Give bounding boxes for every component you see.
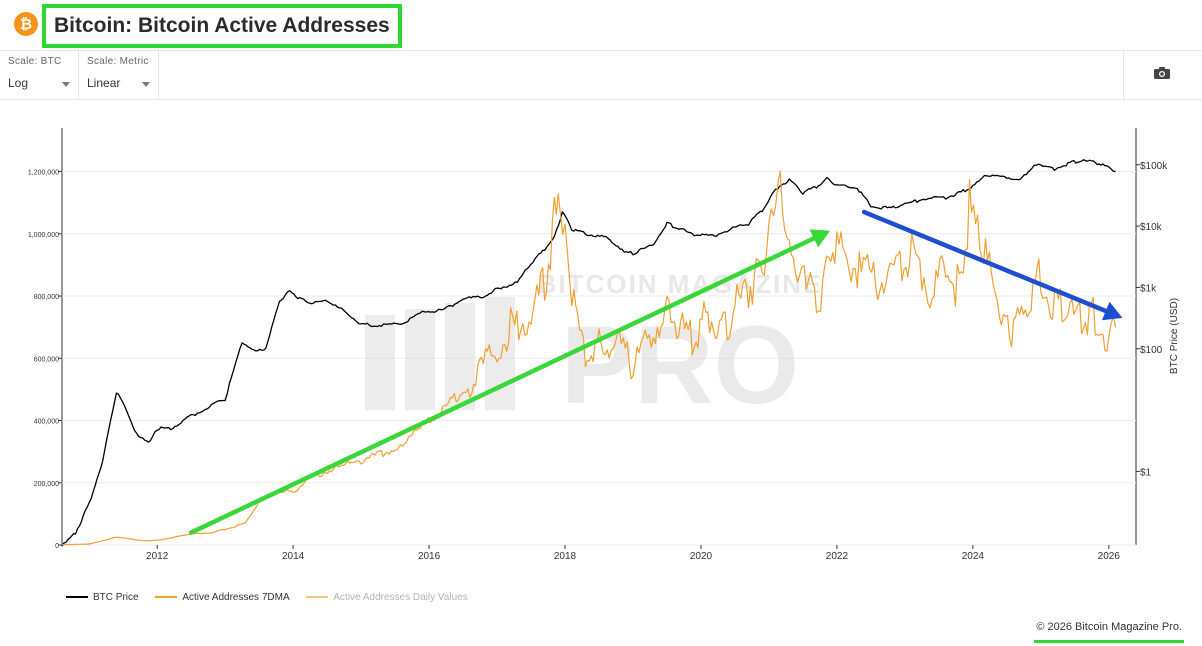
watermark-logo-bar [405, 309, 435, 410]
page-title: Bitcoin: Bitcoin Active Addresses [54, 14, 390, 37]
y-axis-left: 0 200,000 400,000 600,000 800,000 1,000,000 1,… [28, 170, 62, 550]
trend-arrow-head [1101, 301, 1123, 321]
y-tick-label: 400,000 [34, 419, 59, 426]
y-right-tick-label: $1k [1140, 283, 1157, 294]
scale-btc-select[interactable]: Scale: BTC Log [0, 51, 79, 99]
legend: BTC Price Active Addresses 7DMA Active A… [66, 592, 482, 603]
y-right-axis-label: BTC Price (USD) [1169, 298, 1180, 374]
watermark-logo-bar [445, 303, 475, 410]
x-tick-label: 2022 [826, 551, 849, 562]
y-tick-label: 200,000 [34, 481, 59, 488]
trend-arrow-line [188, 236, 817, 535]
x-tick-label: 2016 [418, 551, 441, 562]
x-axis: 2012 2014 2016 2018 2020 2022 2024 2026 [146, 545, 1120, 562]
copyright-highlight-underline [1034, 640, 1184, 643]
legend-item-active-addresses-7dma[interactable]: Active Addresses 7DMA [155, 592, 290, 603]
legend-item-active-addresses-daily[interactable]: Active Addresses Daily Values [306, 592, 468, 603]
scale-metric-select[interactable]: Scale: Metric Linear [79, 51, 159, 99]
legend-label: Active Addresses 7DMA [182, 592, 290, 603]
scale-btc-value[interactable]: Log [8, 76, 29, 90]
legend-label: BTC Price [93, 592, 139, 603]
x-tick-label: 2020 [690, 551, 713, 562]
x-tick-label: 2026 [1098, 551, 1121, 562]
chevron-down-icon[interactable] [62, 82, 70, 87]
legend-swatch [155, 596, 178, 599]
y-tick-label: 0 [55, 543, 59, 550]
watermark-text: BITCOIN MAGAZINE [538, 269, 823, 299]
trend-arrow-line [861, 209, 1108, 314]
y-axis-right: $1 $100 $1k $10k $100k BTC Price (USD) [1136, 161, 1180, 478]
watermark-logo-bar [365, 315, 395, 410]
series-line-btc-price [61, 159, 1116, 547]
series-group [61, 159, 1117, 547]
x-tick-label: 2024 [962, 551, 985, 562]
legend-swatch [66, 596, 88, 599]
annotations [188, 209, 1123, 535]
y-tick-label: 1,200,000 [28, 170, 59, 177]
x-tick-label: 2012 [146, 551, 169, 562]
y-right-tick-label: $100 [1140, 345, 1163, 356]
legend-item-btc-price[interactable]: BTC Price [66, 592, 139, 603]
scale-metric-label: Scale: Metric [87, 56, 149, 67]
chevron-down-icon[interactable] [142, 82, 150, 87]
scale-metric-value[interactable]: Linear [87, 76, 121, 90]
legend-swatch [306, 596, 329, 599]
y-tick-label: 1,000,000 [28, 232, 59, 239]
screenshot-button[interactable] [1123, 51, 1202, 99]
y-tick-label: 600,000 [34, 356, 59, 363]
camera-icon[interactable] [1154, 67, 1170, 79]
legend-label: Active Addresses Daily Values [333, 592, 468, 603]
header: ₿ Bitcoin: Bitcoin Active Addresses [0, 0, 1202, 51]
gridlines [61, 128, 1137, 546]
series-line-active-addresses-7dma [62, 170, 1117, 546]
y-right-tick-label: $10k [1140, 222, 1163, 233]
y-right-tick-label: $1 [1140, 467, 1152, 478]
chart-controls: Scale: BTC Log Scale: Metric Linear [0, 51, 1202, 100]
x-tick-label: 2014 [282, 551, 305, 562]
y-right-tick-label: $100k [1140, 161, 1168, 172]
scale-btc-label: Scale: BTC [8, 56, 62, 67]
y-tick-label: 800,000 [34, 294, 59, 301]
trend-arrow-head [809, 229, 831, 248]
title-highlight-box: Bitcoin: Bitcoin Active Addresses [42, 4, 402, 48]
x-tick-label: 2018 [554, 551, 577, 562]
bitcoin-logo-icon: ₿ [14, 12, 38, 36]
copyright: © 2026 Bitcoin Magazine Pro. [1036, 621, 1182, 633]
